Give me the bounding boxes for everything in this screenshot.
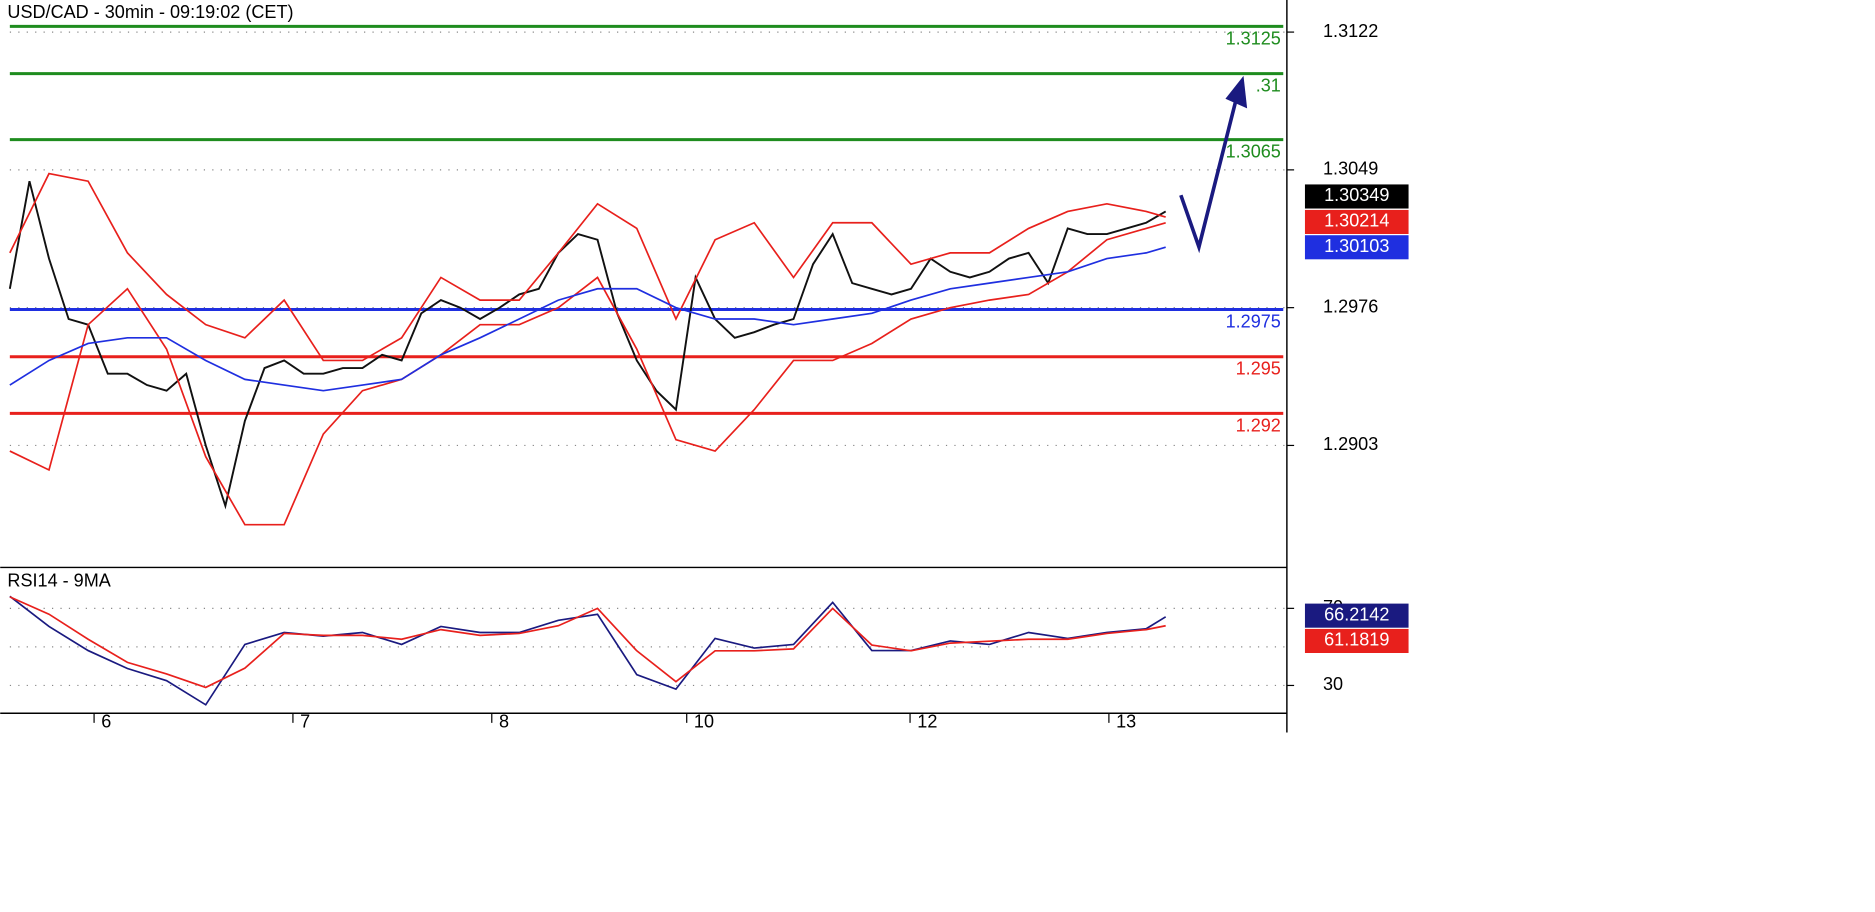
y-tick-label: 1.3122 bbox=[1323, 21, 1378, 41]
y-tick-label: 1.2903 bbox=[1323, 434, 1378, 454]
series-line bbox=[9, 246, 1166, 392]
value-tag bbox=[1304, 235, 1409, 260]
value-tag-label: 66.2142 bbox=[1324, 604, 1389, 624]
level-label: 1.3065 bbox=[1226, 142, 1281, 162]
value-tag bbox=[1304, 209, 1409, 235]
x-tick-label: 8 bbox=[499, 712, 509, 732]
level-label: 1.3125 bbox=[1226, 28, 1281, 48]
x-tick-label: 13 bbox=[1116, 712, 1136, 732]
level-label: 1.292 bbox=[1236, 415, 1281, 435]
series-line bbox=[8, 180, 1167, 510]
value-tag bbox=[1304, 628, 1409, 653]
x-tick-label: 6 bbox=[101, 712, 111, 732]
value-tag-label: 1.30103 bbox=[1324, 236, 1389, 256]
plot-layer: 1.3122 1.3049 1.2976 1.2903 1.3125 .31 1.3065 1… bbox=[8, 21, 1409, 732]
forecast-arrowhead bbox=[1225, 75, 1248, 109]
y-tick-label: 30 bbox=[1323, 674, 1343, 694]
x-tick-label: 10 bbox=[694, 712, 714, 732]
y-tick-label: 1.3049 bbox=[1323, 159, 1378, 179]
value-tag bbox=[1304, 184, 1409, 209]
level-label: .31 bbox=[1256, 76, 1281, 96]
series-line bbox=[9, 595, 1167, 706]
x-tick-label: 7 bbox=[300, 712, 310, 732]
level-label: 1.2975 bbox=[1226, 312, 1281, 332]
series-line bbox=[9, 221, 1166, 526]
forecast-arrow bbox=[1179, 98, 1239, 254]
y-tick-label: 1.2976 bbox=[1323, 296, 1378, 316]
value-tag-label: 61.1819 bbox=[1324, 630, 1389, 650]
value-tag-label: 1.30214 bbox=[1324, 211, 1389, 231]
series-line bbox=[9, 596, 1166, 689]
series-line bbox=[9, 172, 1166, 362]
chart-title: USD/CAD - 30min - 09:19:02 (CET) bbox=[7, 2, 293, 22]
level-label: 1.295 bbox=[1236, 359, 1281, 379]
indicator-title: RSI14 - 9MA bbox=[7, 571, 111, 591]
value-tag bbox=[1304, 603, 1409, 628]
value-tag-label: 1.30349 bbox=[1324, 185, 1389, 205]
x-tick-label: 12 bbox=[917, 712, 937, 732]
